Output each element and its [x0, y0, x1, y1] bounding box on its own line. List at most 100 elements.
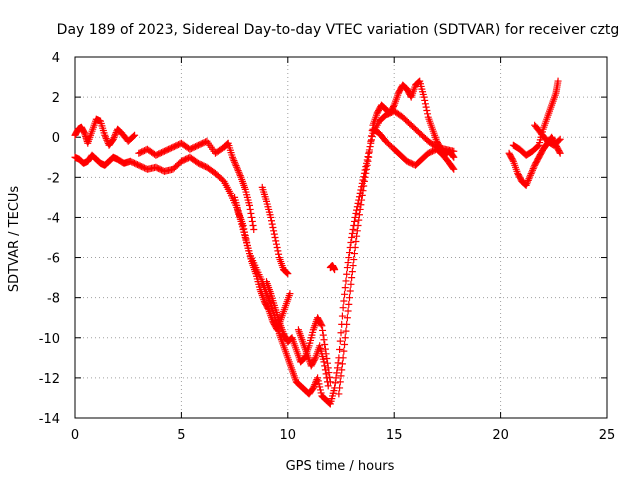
track-i-point: [424, 110, 432, 118]
track-a-point: [350, 217, 358, 225]
track-c-point: [246, 205, 254, 213]
track-i-point: [360, 182, 368, 190]
track-i-point: [360, 177, 368, 185]
track-i-point: [342, 327, 350, 335]
track-a-point: [348, 234, 356, 241]
track-d-point: [243, 238, 251, 246]
track-f-point: [318, 322, 326, 330]
track-g-point: [320, 358, 328, 366]
y-tick-label: -14: [39, 412, 60, 427]
track-a-point: [349, 225, 357, 233]
data-points: [71, 77, 564, 408]
track-a-point: [336, 337, 344, 345]
y-tick-label: 4: [52, 51, 60, 66]
track-a-point: [337, 329, 345, 337]
y-tick-label: -4: [47, 211, 60, 226]
y-tick-label: -8: [47, 292, 60, 307]
track-l-point: [534, 142, 542, 150]
track-i-point: [339, 354, 347, 362]
track-c-point: [247, 209, 255, 217]
track-g-point: [322, 370, 330, 378]
track-a-point: [339, 304, 347, 312]
track-b-point: [101, 131, 109, 139]
track-i-point: [363, 165, 371, 173]
track-g-point: [321, 366, 329, 374]
track-i-point: [343, 320, 351, 328]
track-i-point: [367, 137, 375, 145]
track-c-point: [236, 172, 244, 180]
track-i-point: [350, 250, 358, 258]
track-i-point: [336, 384, 344, 392]
track-i-point: [350, 256, 358, 264]
x-tick-label: 15: [386, 428, 403, 443]
track-c-point: [228, 153, 236, 161]
track-f-point: [319, 326, 327, 334]
track-a-point: [342, 277, 350, 285]
track-g-point: [324, 378, 332, 386]
track-k-point: [524, 176, 532, 184]
track-i-point: [359, 187, 367, 195]
track-a-point: [315, 380, 323, 388]
track-i-point: [348, 274, 356, 282]
track-a-point: [332, 374, 340, 382]
track-i-point: [338, 360, 346, 368]
track-a-point: [341, 290, 349, 298]
track-k-point: [522, 181, 530, 189]
track-i-point: [340, 347, 348, 355]
track-c-point: [245, 201, 253, 209]
track-d-point: [242, 235, 250, 243]
track-i-point: [347, 280, 355, 288]
track-a-point: [314, 374, 322, 382]
track-k-point: [509, 156, 517, 164]
track-c-point: [235, 168, 243, 176]
track-c-point: [232, 162, 240, 170]
track-i-point: [354, 221, 362, 229]
track-a-point: [316, 383, 324, 391]
track-a-point: [352, 209, 360, 217]
track-i-point: [363, 161, 371, 169]
track-e-point: [272, 237, 280, 245]
track-i-point: [364, 157, 372, 165]
plot-frame: [74, 56, 608, 419]
track-c-point: [248, 217, 256, 225]
track-a-point: [343, 264, 351, 272]
track-e-point: [267, 213, 275, 221]
track-e-point: [269, 223, 277, 231]
track-b-point: [130, 132, 138, 140]
track-c-point: [234, 167, 242, 175]
track-i-point: [341, 340, 349, 348]
track-a-point: [336, 345, 344, 353]
track-i-point: [355, 216, 363, 224]
track-e-point: [270, 227, 278, 235]
track-e-point: [275, 250, 283, 258]
track-a-point: [353, 206, 361, 214]
track-i-point: [344, 307, 352, 315]
track-e-point: [268, 220, 276, 228]
track-d-point: [286, 290, 294, 298]
track-i-point: [349, 262, 357, 270]
track-c-point: [248, 213, 256, 221]
track-i-point: [358, 191, 366, 199]
track-a-point: [311, 381, 319, 389]
track-m-point: [555, 136, 563, 144]
track-g-point: [323, 374, 331, 382]
track-f-point: [319, 331, 327, 339]
track-j-point: [450, 165, 458, 173]
track-c-point: [224, 140, 232, 148]
track-a-point: [341, 284, 349, 292]
y-tick-label: -12: [39, 372, 60, 387]
track-i-point: [449, 152, 457, 160]
track-e-point: [272, 240, 280, 248]
track-e-point: [283, 269, 291, 277]
track-j-point: [449, 164, 457, 172]
track-i-point: [421, 96, 429, 104]
x-tick-label: 0: [71, 428, 79, 443]
track-k-point: [526, 171, 534, 179]
chart-title: Day 189 of 2023, Sidereal Day-to-day VTE…: [57, 22, 620, 38]
track-d-point: [239, 221, 247, 229]
track-b-point: [109, 135, 117, 143]
track-a-point: [347, 239, 355, 247]
track-k-point: [525, 175, 533, 183]
y-tick-label: -10: [39, 332, 60, 347]
